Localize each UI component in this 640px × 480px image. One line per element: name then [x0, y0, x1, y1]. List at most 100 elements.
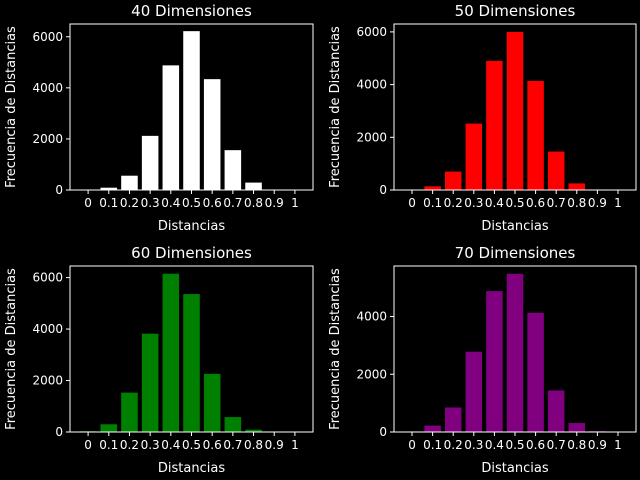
bar-0.6 [527, 80, 544, 190]
y-tick-label: 4000 [356, 310, 387, 324]
bar-0.2 [121, 175, 138, 190]
bar-0.8 [568, 183, 586, 190]
x-tick-label: 0.6 [203, 438, 222, 452]
x-tick-label: 0.6 [526, 196, 545, 210]
y-axis-label: Frecuencia de Distancias [328, 26, 343, 188]
x-tick-label: 0.5 [182, 438, 201, 452]
bar-0.7 [547, 151, 565, 190]
bar-0.8 [568, 423, 586, 432]
bar-0.7 [224, 150, 242, 190]
x-tick-label: 0 [84, 438, 92, 452]
x-tick-label: 0 [84, 196, 92, 210]
x-tick-label: 0.9 [265, 196, 284, 210]
x-tick-label: 0.1 [423, 196, 442, 210]
x-tick-label: 1 [291, 438, 299, 452]
bar-0.5 [506, 273, 524, 432]
y-tick-label: 4000 [32, 322, 63, 336]
bar-0.3 [141, 135, 159, 190]
x-tick-label: 0.3 [464, 196, 483, 210]
y-tick-label: 2000 [32, 374, 63, 388]
x-tick-label: 0.3 [141, 438, 160, 452]
x-tick-label: 0.5 [182, 196, 201, 210]
bar-0.7 [547, 390, 565, 432]
y-axis-label: Frecuencia de Distancias [328, 268, 343, 430]
y-tick-label: 4000 [356, 78, 387, 92]
chart-title: 50 Dimensiones [455, 2, 576, 20]
x-tick-label: 0.3 [464, 438, 483, 452]
x-tick-label: 0.2 [444, 438, 463, 452]
chart-panel-1: 0 0.1 0.2 0.3 0.4 0.5 0.6 0.7 0.8 0.9 1 0 2000 4000 60… [4, 2, 314, 234]
bar-0.3 [465, 351, 483, 432]
y-tick-label: 2000 [356, 367, 387, 381]
x-tick-label: 0.8 [567, 196, 586, 210]
x-tick-label: 0.4 [485, 196, 504, 210]
x-tick-label: 0.8 [244, 196, 263, 210]
chart-panel-2: 0 0.1 0.2 0.3 0.4 0.5 0.6 0.7 0.8 0.9 1 0 2000 4000 60… [328, 2, 637, 234]
bar-0.4 [486, 60, 503, 190]
x-tick-label: 0.5 [505, 196, 524, 210]
y-tick-label: 2000 [356, 130, 387, 144]
chart-title: 60 Dimensiones [131, 244, 252, 262]
y-tick-label: 6000 [32, 30, 63, 44]
bar-0.6 [203, 79, 221, 190]
bar-0.5 [183, 31, 200, 191]
x-tick-label: 0.2 [444, 196, 463, 210]
bar-0.1 [424, 186, 441, 190]
bar-0.6 [527, 312, 544, 432]
bar-0.2 [121, 392, 138, 432]
bar-0.2 [444, 171, 462, 190]
x-tick-label: 0.4 [161, 438, 180, 452]
x-tick-label: 0.6 [203, 196, 222, 210]
x-tick-label: 0 [408, 438, 416, 452]
bar-0.6 [203, 373, 221, 432]
chart-panel-3: 0 0.1 0.2 0.3 0.4 0.5 0.6 0.7 0.8 0.9 1 0 2000 4000 60… [4, 244, 314, 476]
x-tick-label: 0.7 [547, 196, 566, 210]
x-axis-label: Distancias [158, 461, 225, 476]
x-tick-label: 0.2 [120, 438, 139, 452]
x-tick-label: 0.4 [161, 196, 180, 210]
x-tick-label: 0 [408, 196, 416, 210]
bar-0.1 [100, 424, 118, 432]
x-axis-label: Distancias [481, 461, 548, 476]
y-axis-label: Frecuencia de Distancias [4, 268, 19, 430]
x-tick-label: 0.3 [141, 196, 160, 210]
chart-title: 70 Dimensiones [455, 244, 576, 262]
x-tick-label: 0.1 [423, 438, 442, 452]
y-tick-label: 2000 [32, 132, 63, 146]
x-tick-label: 0.8 [244, 438, 263, 452]
y-tick-label: 4000 [32, 81, 63, 95]
bar-0.5 [506, 31, 524, 191]
chart-panel-4: 0 0.1 0.2 0.3 0.4 0.5 0.6 0.7 0.8 0.9 1 0 2000 4000 70… [328, 244, 637, 476]
x-tick-label: 0.8 [567, 438, 586, 452]
bar-0.2 [444, 407, 462, 432]
x-tick-label: 0.2 [120, 196, 139, 210]
x-tick-label: 0.5 [505, 438, 524, 452]
chart-title: 40 Dimensiones [131, 2, 252, 20]
x-tick-label: 1 [614, 438, 622, 452]
y-tick-label: 0 [55, 425, 63, 439]
x-tick-label: 0.7 [547, 438, 566, 452]
bar-0.3 [141, 333, 159, 432]
x-tick-label: 0.9 [588, 438, 607, 452]
bar-0.4 [162, 65, 180, 190]
x-axis-label: Distancias [481, 219, 548, 234]
bar-0.8 [245, 182, 262, 190]
y-axis-label: Frecuencia de Distancias [4, 26, 19, 188]
x-tick-label: 0.7 [223, 196, 242, 210]
y-tick-label: 6000 [32, 271, 63, 285]
bar-0.5 [183, 294, 200, 432]
x-tick-label: 0.9 [265, 438, 284, 452]
x-tick-label: 1 [614, 196, 622, 210]
x-tick-label: 0.9 [588, 196, 607, 210]
bar-0.4 [162, 273, 180, 432]
bar-0.1 [100, 187, 118, 190]
y-tick-label: 0 [55, 183, 63, 197]
x-tick-label: 0.1 [99, 196, 118, 210]
bar-0.1 [424, 425, 441, 432]
x-tick-label: 0.1 [99, 438, 118, 452]
y-tick-label: 0 [379, 425, 387, 439]
x-tick-label: 0.7 [223, 438, 242, 452]
x-tick-label: 0.4 [485, 438, 504, 452]
bar-0.4 [486, 291, 503, 432]
